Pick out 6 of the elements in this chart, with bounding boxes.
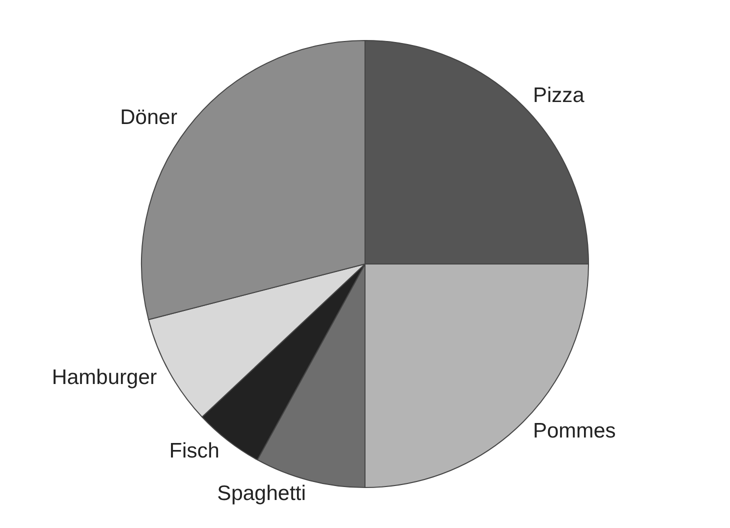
slice-label: Pizza [532, 84, 585, 107]
slice-label: Fisch [169, 439, 220, 462]
slice-label: Döner [120, 106, 178, 130]
slice-label: Spaghetti [217, 482, 306, 505]
slice-label: Pommes [532, 420, 616, 443]
slice-label: Hamburger [52, 366, 157, 390]
